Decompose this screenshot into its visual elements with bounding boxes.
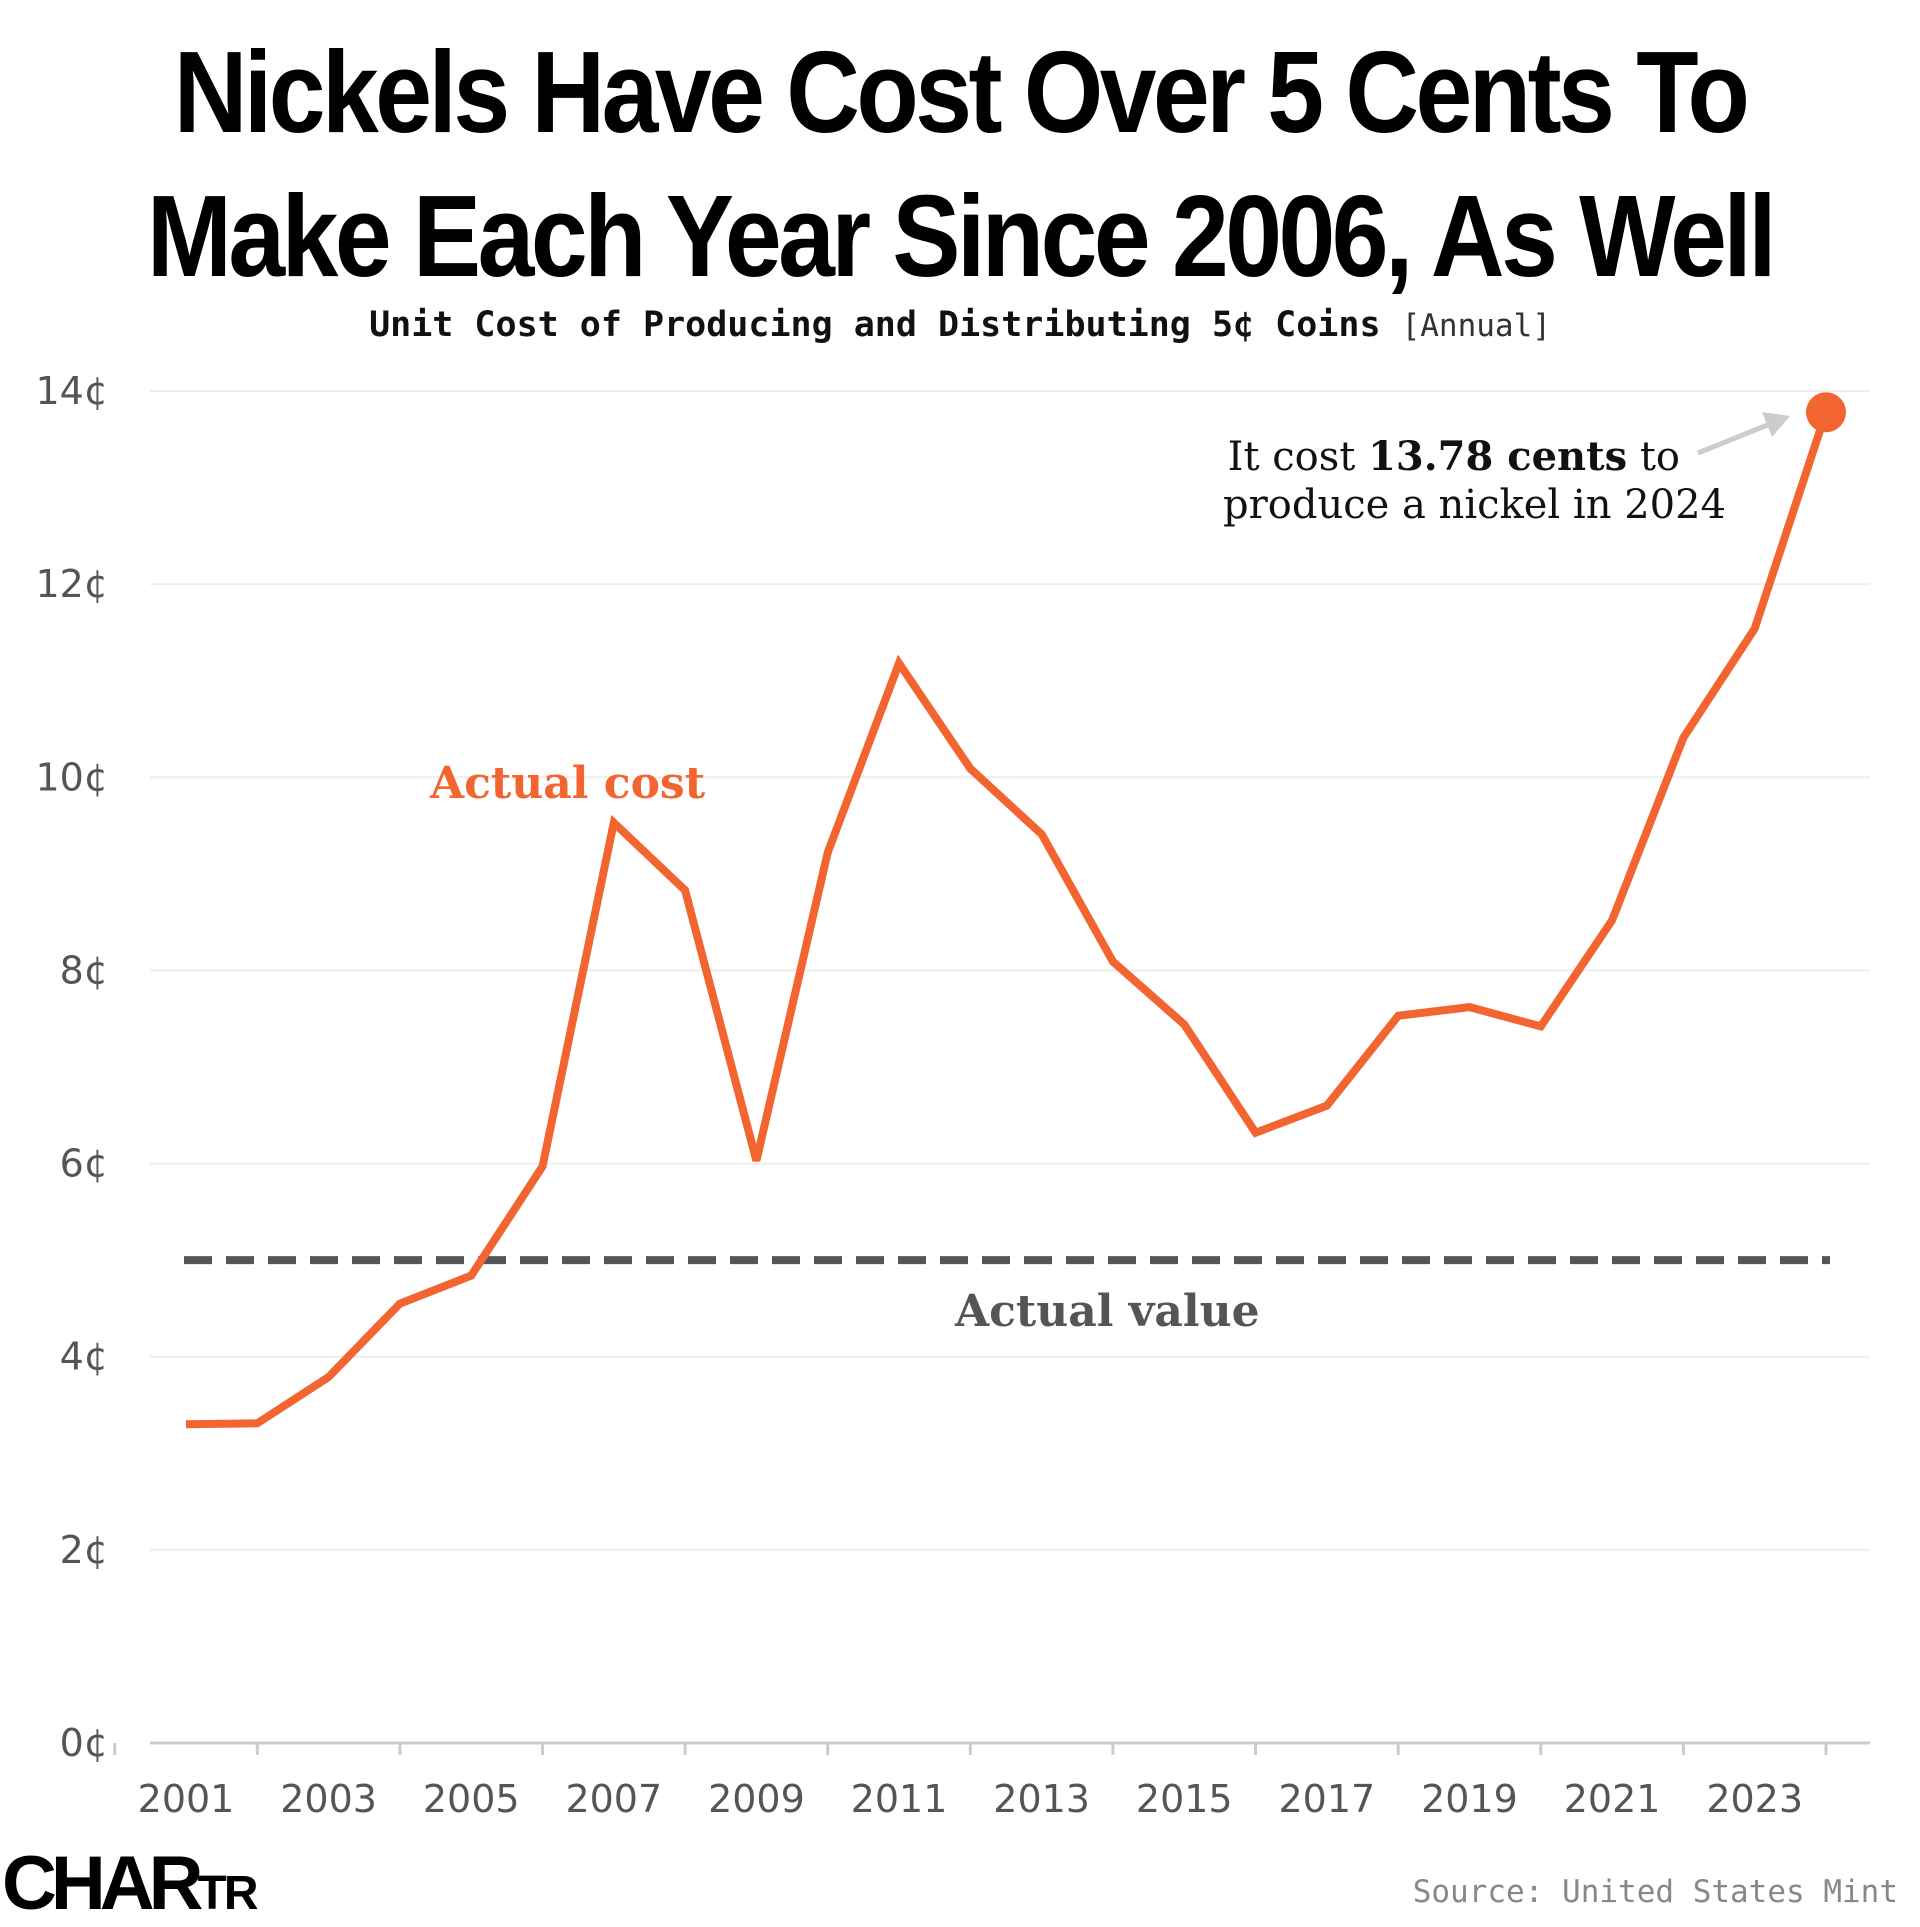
y-tick-label-8: 8¢ [60,948,108,992]
callout-pre: It cost [1228,434,1368,480]
x-tick-label-2009: 2009 [708,1777,805,1821]
x-tick-label-2005: 2005 [423,1777,520,1821]
logo-text-small: TR [197,1867,259,1920]
frequency-label: [Annual] [1401,308,1551,344]
source-note: Source: United States Mint [1412,1874,1898,1910]
y-tick-label-4: 4¢ [60,1335,108,1379]
x-tick-label-2003: 2003 [280,1777,377,1821]
actual-cost-line [185,410,1830,1429]
y-tick-label-14: 14¢ [35,369,108,413]
chartr-logo: CHARTR [2,1840,259,1927]
x-axis: 2001 2003 2005 2007 2009 2011 2013 2015 2017 2019… [113,1741,1870,1821]
x-tick-label-2019: 2019 [1421,1777,1518,1821]
y-tick-label-6: 6¢ [60,1142,108,1186]
callout-line-2: produce a nickel in 2024 [1223,482,1726,528]
x-tick-label-2023: 2023 [1706,1777,1803,1821]
y-axis-ticks: 0¢ 2¢ 4¢ 6¢ 8¢ 10¢ 12¢ 14¢ [35,369,108,1765]
title-line-2: Make Each Year Since 2006, As Well [146,171,1777,301]
x-tick-label-2001: 2001 [138,1777,235,1821]
chart-subtitle: Unit Cost of Producing and Distributing … [0,305,1920,345]
callout-bold: 13.78 cents [1368,433,1627,480]
callout-arrow [1697,421,1771,456]
title-line-1: Nickels Have Cost Over 5 Cents To [173,27,1750,157]
callout-post: to [1627,434,1680,480]
end-point-2024 [1806,392,1846,433]
x-tick-label-2011: 2011 [851,1777,948,1821]
y-tick-label-0: 0¢ [60,1721,108,1765]
chart-title: Nickels Have Cost Over 5 Cents To Make E… [115,20,1805,308]
data-points [182,408,1830,1428]
x-tick-label-2007: 2007 [565,1777,662,1821]
x-tick-label-2021: 2021 [1564,1777,1661,1821]
actual-cost-label: Actual cost [429,758,706,809]
x-tick-label-2013: 2013 [993,1777,1090,1821]
y-tick-label-12: 12¢ [35,562,108,606]
y-tick-label-10: 10¢ [35,755,108,799]
x-tick-label-2015: 2015 [1136,1777,1233,1821]
y-tick-label-2: 2¢ [60,1528,108,1572]
subtitle-text: Unit Cost of Producing and Distributing … [369,305,1381,345]
logo-text-big: CHAR [2,1841,204,1926]
callout-arrow-head [1762,412,1790,437]
x-tick-label-2017: 2017 [1279,1777,1376,1821]
callout-line-1: It cost 13.78 cents to [1228,433,1680,480]
gridlines [150,390,1870,1551]
actual-value-label: Actual value [954,1286,1260,1337]
